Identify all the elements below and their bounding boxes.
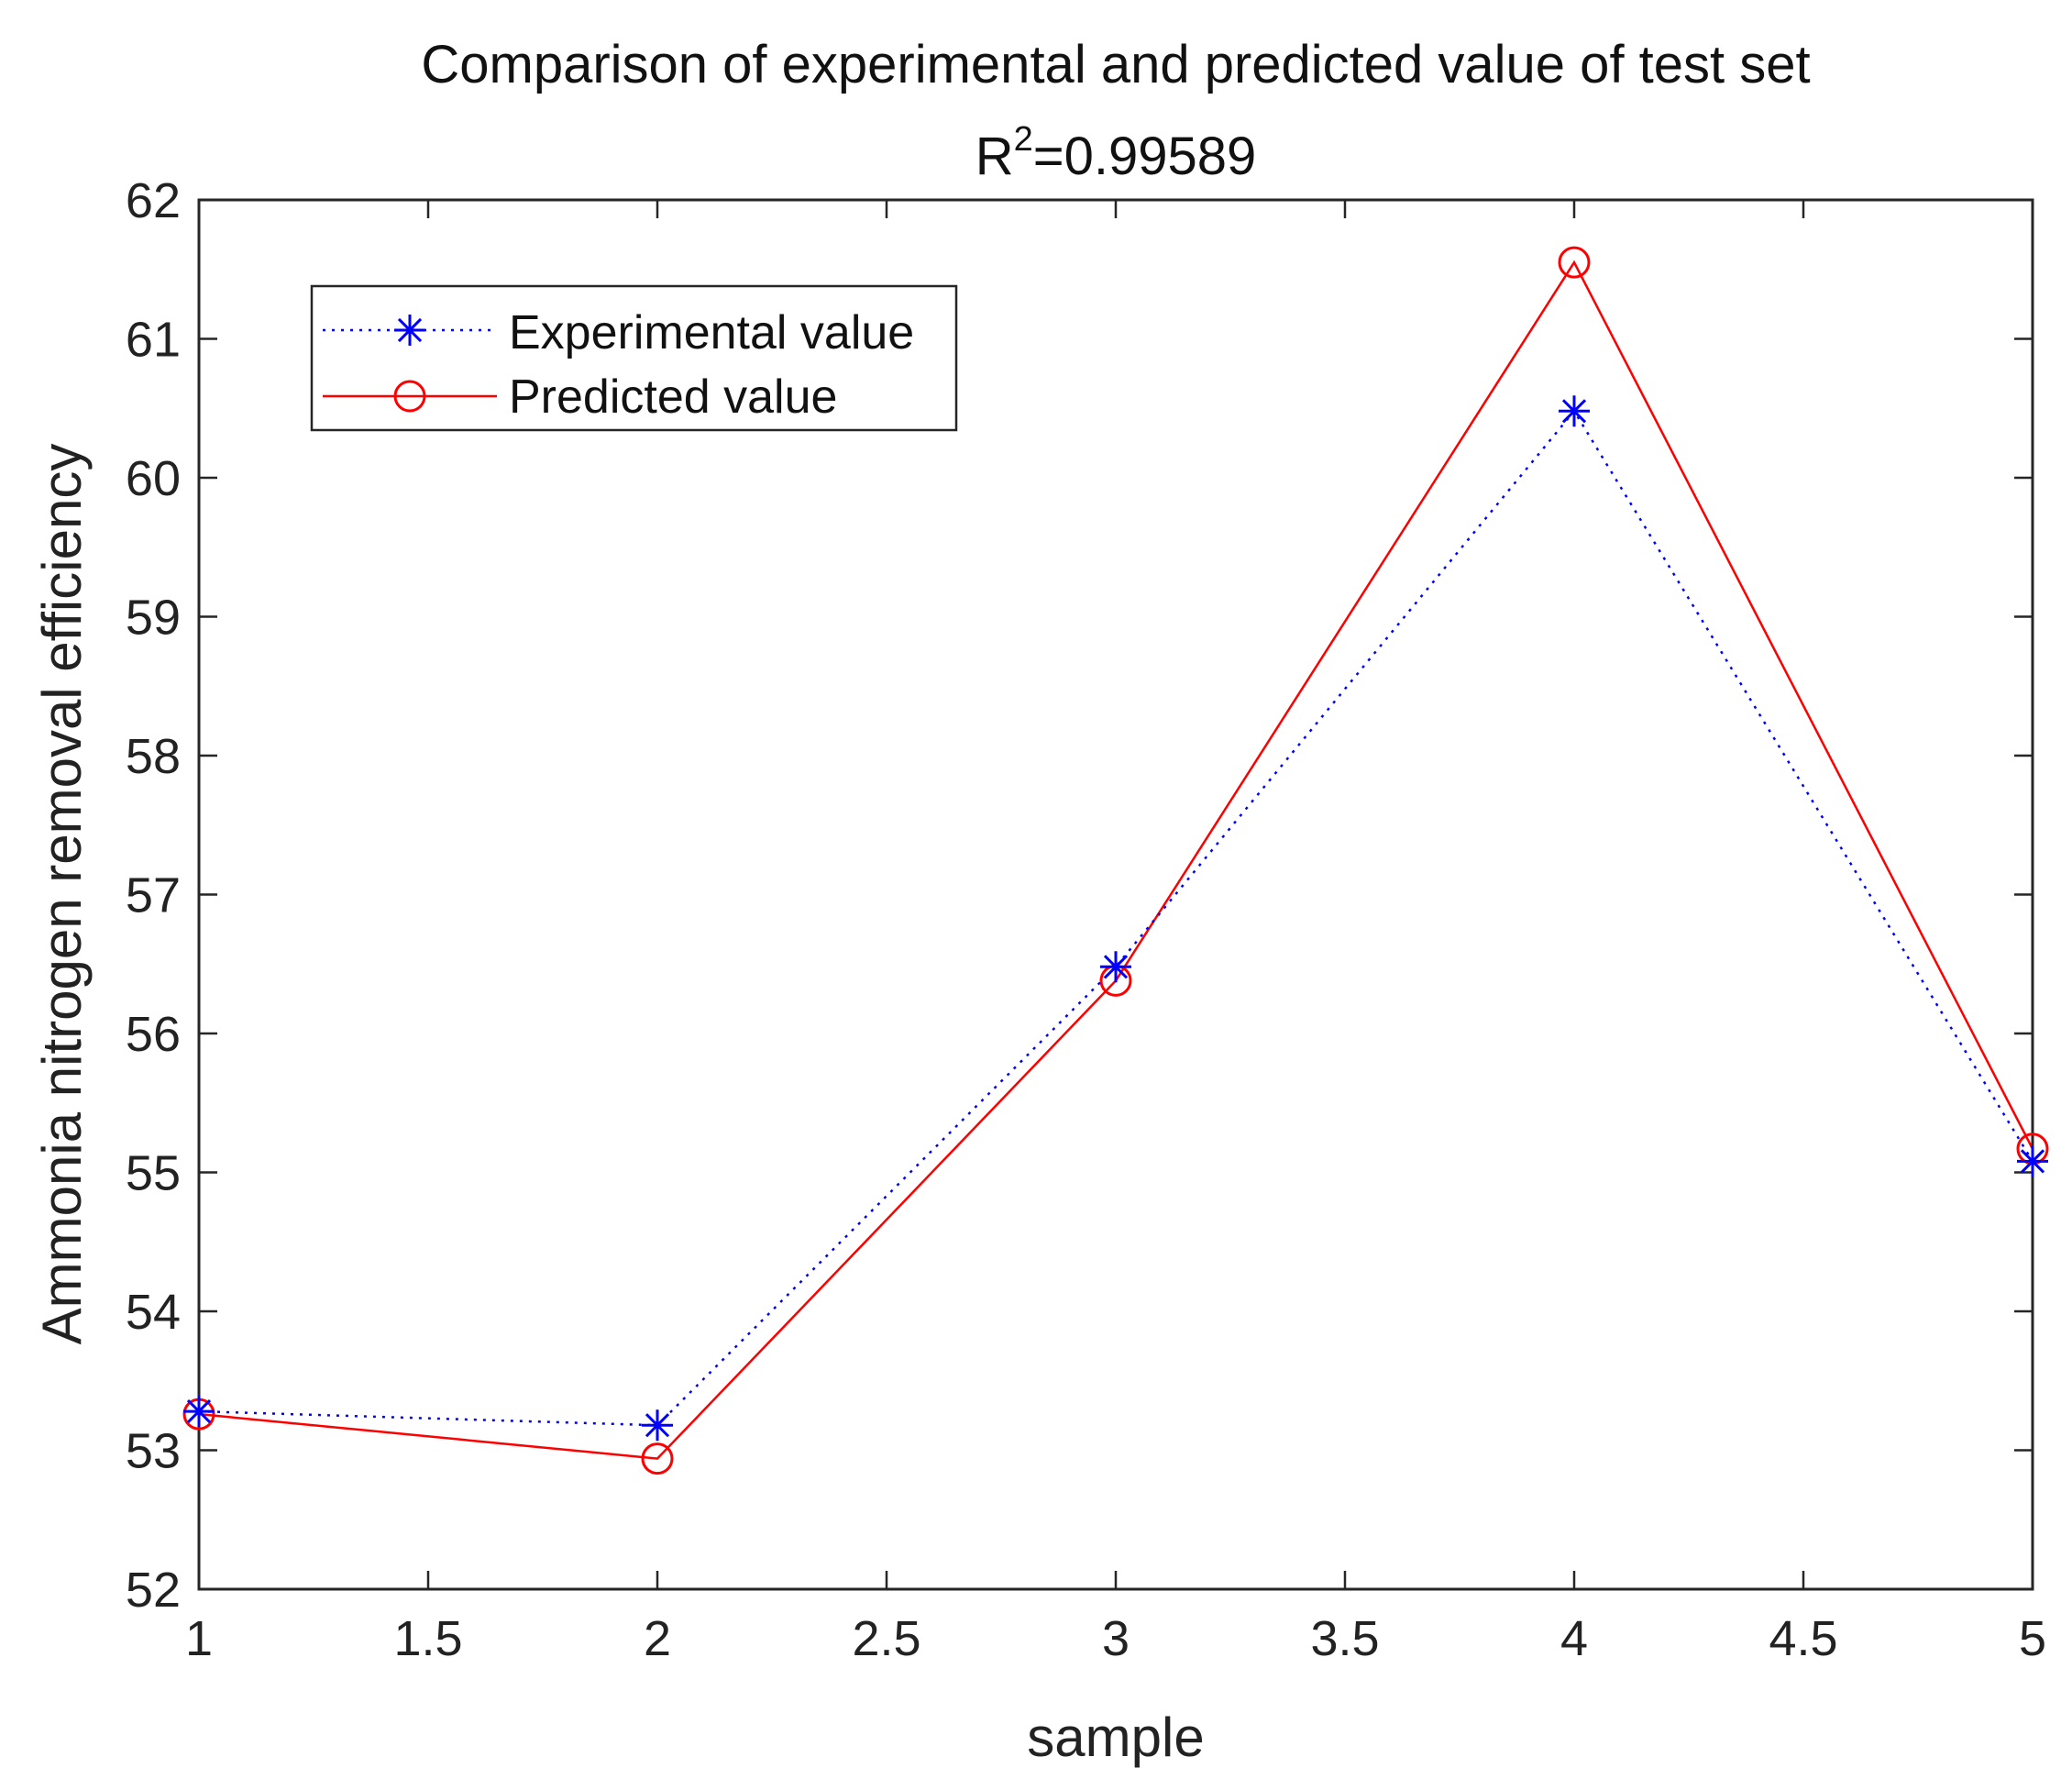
x-tick-label: 1.5 xyxy=(393,1611,462,1666)
legend-label-experimental: Experimental value xyxy=(509,306,914,359)
subtitle-superscript: 2 xyxy=(1014,120,1033,159)
legend-marker-predicted xyxy=(393,380,426,413)
y-axis-ticks: 52 53 54 55 56 57 58 59 60 61 62 xyxy=(126,173,2033,1618)
x-tick-label: 3 xyxy=(1102,1611,1130,1666)
series-layer xyxy=(182,246,2049,1475)
legend-label-predicted: Predicted value xyxy=(509,370,837,424)
y-tick-label: 59 xyxy=(126,591,181,646)
asterisk-stroke xyxy=(1561,399,1587,424)
asterisk-stroke xyxy=(1103,955,1129,979)
x-axis-label: sample xyxy=(1027,1707,1204,1768)
plot-area xyxy=(197,198,2034,1591)
point-experimental xyxy=(642,1409,673,1442)
y-tick-label: 60 xyxy=(126,451,181,506)
point-experimental xyxy=(2017,1145,2048,1177)
x-axis-ticks: 1 1.5 2 2.5 3 3.5 4 4.5 5 xyxy=(185,200,2046,1666)
subtitle-value: =0.99589 xyxy=(1033,127,1257,186)
y-tick-label: 58 xyxy=(126,729,181,784)
point-predicted xyxy=(641,1442,674,1475)
x-tick-label: 1 xyxy=(185,1611,213,1666)
y-tick-label: 57 xyxy=(126,868,181,923)
x-tick-label: 2 xyxy=(644,1611,671,1666)
point-experimental xyxy=(1559,395,1590,427)
y-tick-label: 53 xyxy=(126,1424,181,1479)
x-tick-label: 4.5 xyxy=(1769,1611,1837,1666)
series-experimental xyxy=(183,395,2048,1442)
legend-items xyxy=(323,315,497,413)
x-tick-label: 3.5 xyxy=(1310,1611,1379,1666)
y-tick-label: 56 xyxy=(126,1007,181,1062)
asterisk-stroke xyxy=(186,1398,212,1424)
chart-subtitle: R2=0.99589 xyxy=(975,120,1257,186)
point-experimental xyxy=(1100,951,1131,983)
y-tick-label: 61 xyxy=(126,313,181,368)
x-tick-label: 4 xyxy=(1560,1611,1588,1666)
y-tick-label: 62 xyxy=(126,173,181,228)
legend-marker-experimental xyxy=(394,315,425,346)
legend: Experimental value Predicted value xyxy=(310,284,958,432)
x-tick-label: 5 xyxy=(2019,1611,2046,1666)
asterisk-stroke xyxy=(2020,1149,2045,1174)
series-line-experimental xyxy=(198,409,2034,1427)
y-tick-label: 52 xyxy=(126,1563,181,1618)
y-tick-label: 54 xyxy=(126,1285,181,1340)
chart-title: Comparison of experimental and predicted… xyxy=(421,35,1810,94)
asterisk-stroke xyxy=(645,1413,670,1438)
x-tick-label: 2.5 xyxy=(852,1611,920,1666)
point-predicted xyxy=(1558,246,1591,279)
point-experimental xyxy=(183,1396,215,1428)
y-tick-label: 55 xyxy=(126,1146,181,1201)
subtitle-prefix: R xyxy=(975,127,1014,186)
asterisk-stroke xyxy=(397,317,423,343)
y-axis-label: Ammonia nitrogen removal efficiency xyxy=(31,444,93,1345)
